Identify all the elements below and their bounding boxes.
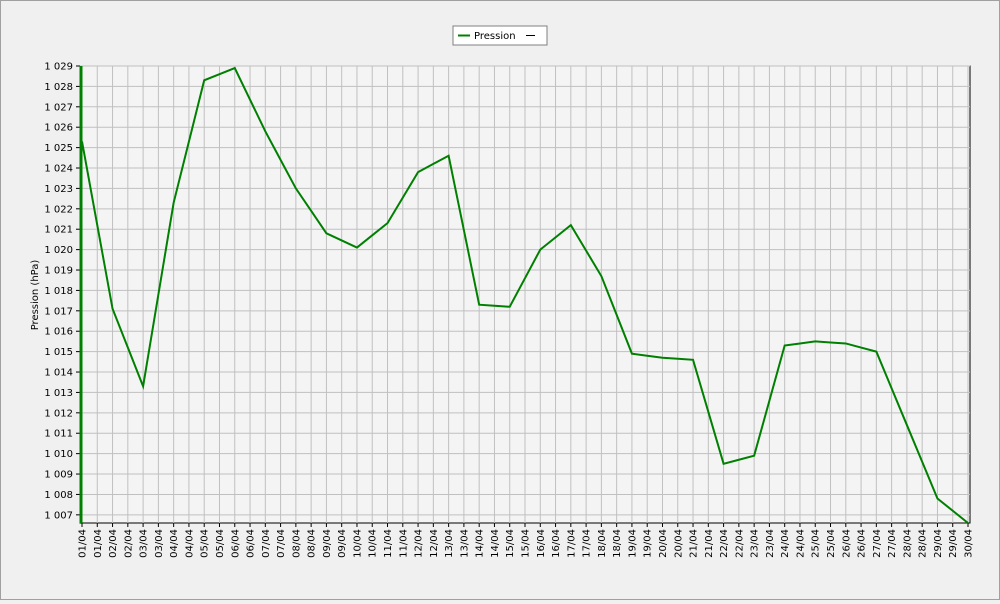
x-tick-label: 14/04 (490, 529, 501, 558)
y-tick-label: 1 027 (44, 102, 73, 113)
y-tick-label: 1 017 (44, 306, 73, 317)
x-tick-label: 13/04 (444, 529, 455, 558)
x-tick-label: 11/04 (383, 529, 394, 558)
x-tick-label: 22/04 (719, 529, 730, 558)
x-tick-label: 09/04 (322, 529, 333, 558)
y-tick-label: 1 008 (44, 490, 73, 501)
x-tick-label: 08/04 (307, 529, 318, 558)
x-tick-label: 30/04 (964, 529, 975, 558)
x-tick-label: 19/04 (643, 529, 654, 558)
x-tick-label: 04/04 (184, 529, 195, 558)
y-tick-label: 1 025 (44, 143, 73, 154)
x-tick-label: 19/04 (627, 529, 638, 558)
x-tick-label: 01/04 (93, 529, 104, 558)
x-tick-label: 23/04 (765, 529, 776, 558)
y-tick-label: 1 026 (44, 123, 73, 134)
x-tick-label: 25/04 (811, 529, 822, 558)
x-tick-label: 29/04 (948, 529, 959, 558)
x-tick-label: 16/04 (536, 529, 547, 558)
x-tick-label: 17/04 (566, 529, 577, 558)
x-tick-label: 24/04 (795, 529, 806, 558)
x-tick-label: 21/04 (689, 529, 700, 558)
x-tick-label: 10/04 (352, 529, 363, 558)
y-tick-label: 1 023 (44, 184, 73, 195)
x-tick-label: 07/04 (261, 529, 272, 558)
x-tick-label: 17/04 (582, 529, 593, 558)
y-tick-label: 1 019 (44, 266, 73, 277)
x-tick-label: 05/04 (215, 529, 226, 558)
x-tick-label: 15/04 (521, 529, 532, 558)
x-tick-label: 01/04 (78, 529, 89, 558)
legend-box (452, 25, 548, 46)
y-tick-label: 1 024 (44, 164, 73, 175)
x-tick-label: 08/04 (291, 529, 302, 558)
x-tick-label: 04/04 (169, 529, 180, 558)
x-tick-label: 15/04 (505, 529, 516, 558)
x-tick-label: 22/04 (734, 529, 745, 558)
y-tick-label: 1 018 (44, 286, 73, 297)
x-tick-label: 20/04 (673, 529, 684, 558)
x-tick-label: 10/04 (368, 529, 379, 558)
x-tick-label: 18/04 (612, 529, 623, 558)
x-tick-label: 24/04 (780, 529, 791, 558)
x-tick-label: 06/04 (230, 529, 241, 558)
x-tick-label: 27/04 (887, 529, 898, 558)
y-tick-label: 1 028 (44, 82, 73, 93)
x-tick-label: 26/04 (841, 529, 852, 558)
x-tick-label: 03/04 (139, 529, 150, 558)
x-tick-label: 14/04 (475, 529, 486, 558)
y-tick-label: 1 015 (44, 347, 73, 358)
x-tick-label: 18/04 (597, 529, 608, 558)
series-line (81, 66, 969, 524)
x-tick-label: 25/04 (826, 529, 837, 558)
x-tick-label: 02/04 (108, 529, 119, 558)
x-tick-label: 12/04 (429, 529, 440, 558)
y-tick-label: 1 021 (44, 225, 73, 236)
x-tick-label: 20/04 (658, 529, 669, 558)
x-tick-label: 07/04 (276, 529, 287, 558)
x-tick-label: 28/04 (918, 529, 929, 558)
y-tick-label: 1 022 (44, 204, 73, 215)
x-tick-label: 28/04 (902, 529, 913, 558)
y-tick-label: 1 010 (44, 449, 73, 460)
x-tick-label: 12/04 (414, 529, 425, 558)
y-axis-label: Pression (hPa) (30, 260, 41, 331)
y-tick-label: 1 029 (44, 62, 73, 73)
y-tick-label: 1 007 (44, 510, 73, 521)
legend-label: Pression (474, 31, 516, 42)
y-tick-label: 1 020 (44, 245, 73, 256)
x-tick-label: 06/04 (246, 529, 257, 558)
y-tick-label: 1 011 (44, 429, 73, 440)
y-tick-label: 1 009 (44, 470, 73, 481)
y-tick-label: 1 013 (44, 388, 73, 399)
x-tick-label: 16/04 (551, 529, 562, 558)
x-tick-label: 11/04 (398, 529, 409, 558)
x-tick-label: 27/04 (872, 529, 883, 558)
x-tick-label: 26/04 (857, 529, 868, 558)
x-tick-label: 09/04 (337, 529, 348, 558)
x-tick-label: 02/04 (123, 529, 134, 558)
x-tick-label: 29/04 (933, 529, 944, 558)
y-tick-label: 1 016 (44, 327, 73, 338)
x-tick-label: 05/04 (200, 529, 211, 558)
x-tick-label: 03/04 (154, 529, 165, 558)
x-tick-label: 23/04 (750, 529, 761, 558)
x-tick-label: 13/04 (459, 529, 470, 558)
y-tick-label: 1 014 (44, 368, 73, 379)
x-tick-label: 21/04 (704, 529, 715, 558)
y-tick-label: 1 012 (44, 408, 73, 419)
